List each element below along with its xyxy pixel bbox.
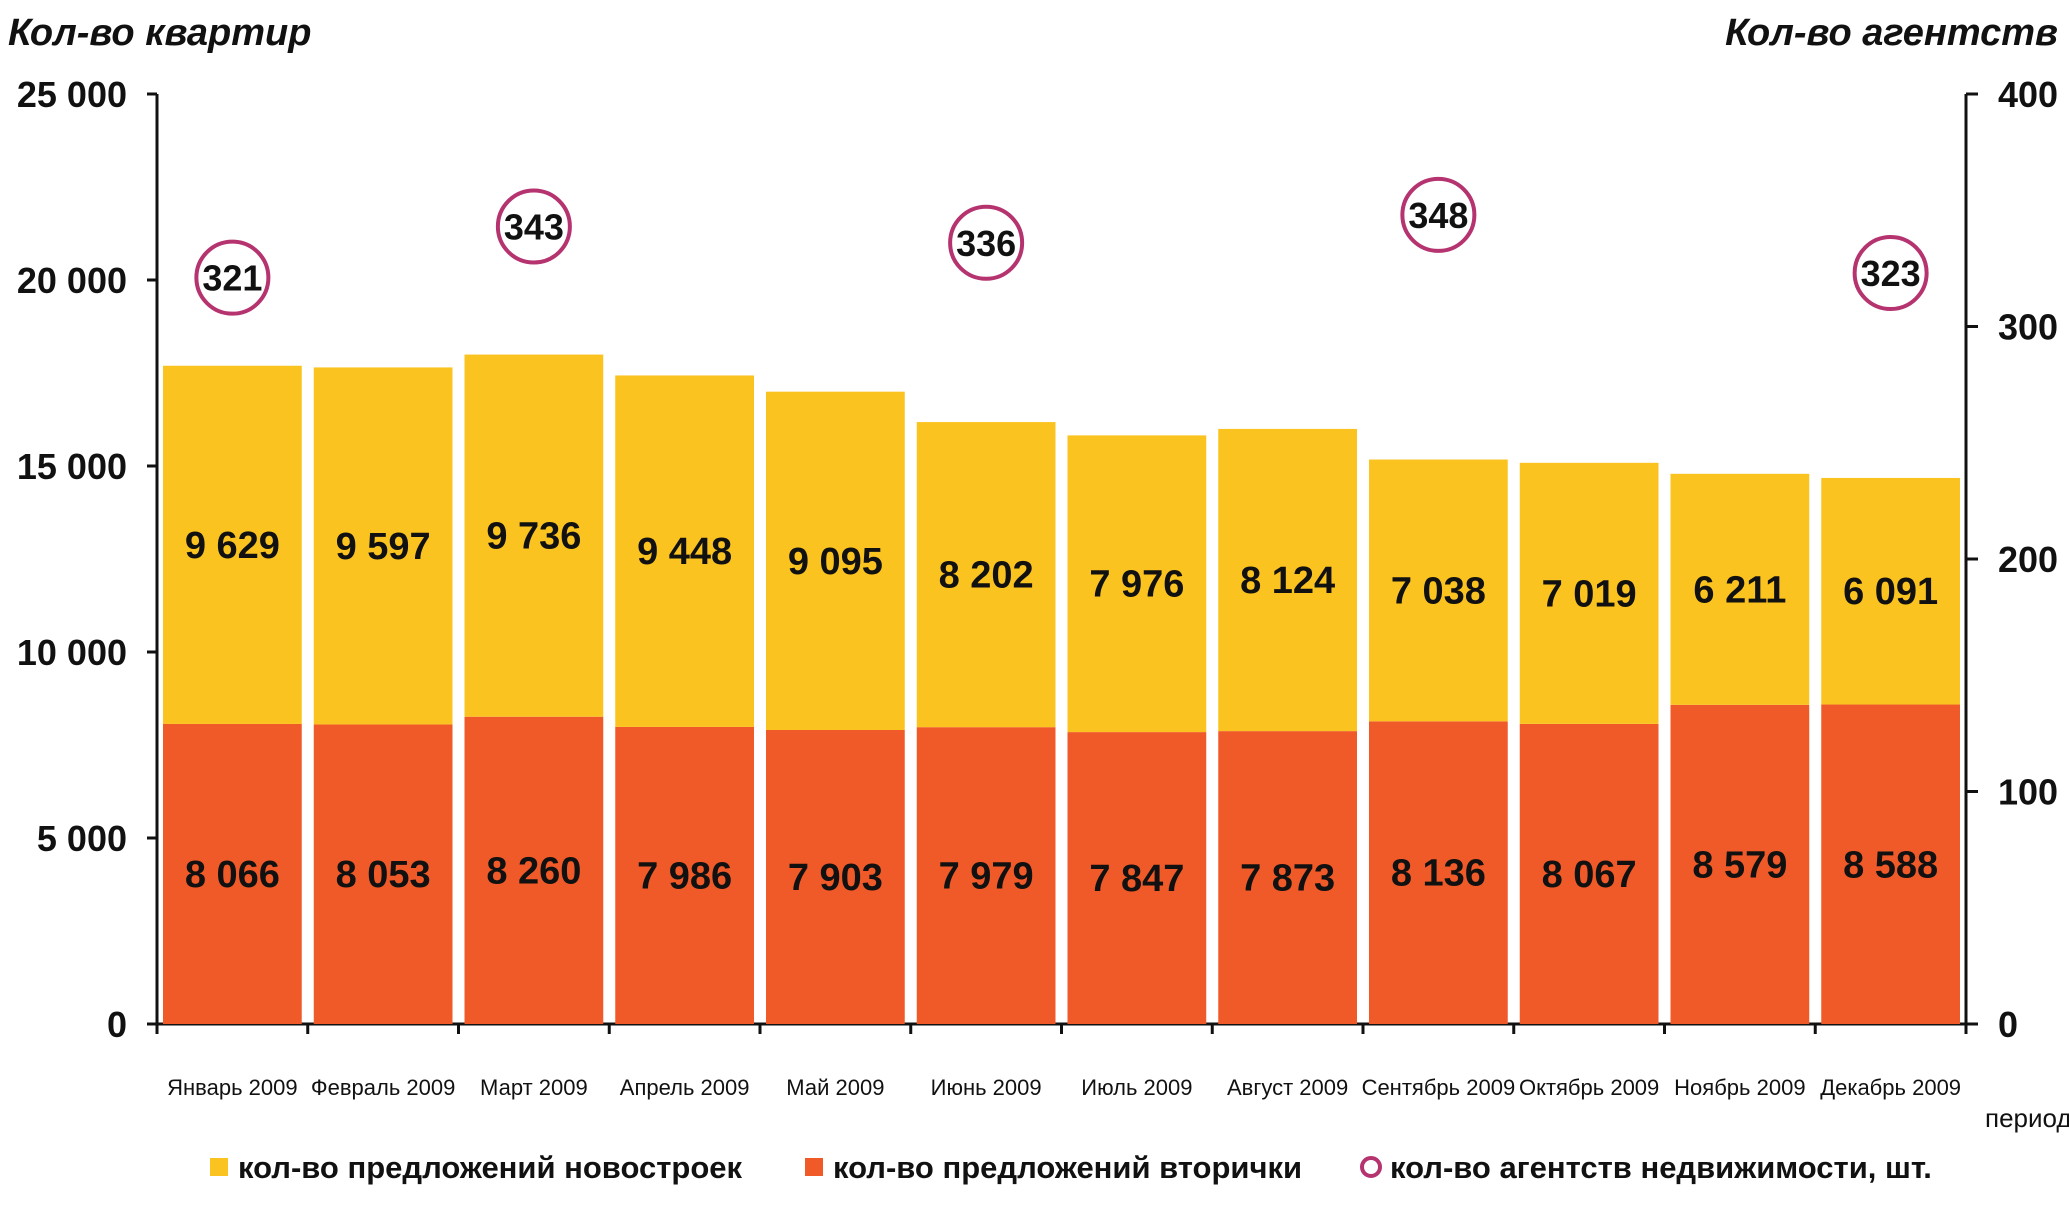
bar-secondary-11 (1821, 704, 1960, 1024)
bar-new-7 (1218, 428, 1357, 732)
label-new-11: 6 091 (1843, 571, 1938, 613)
bar-new-4 (766, 391, 905, 731)
category-label-8: Сентябрь 2009 (1362, 1075, 1516, 1100)
left-tick-label: 15 000 (17, 446, 127, 487)
label-secondary-10: 8 579 (1692, 844, 1787, 886)
bar-new-6 (1067, 435, 1207, 733)
label-secondary-7: 7 873 (1240, 858, 1335, 900)
label-secondary-9: 8 067 (1542, 854, 1637, 896)
bar-secondary-10 (1670, 704, 1810, 1024)
label-secondary-2: 8 260 (486, 850, 581, 892)
left-tick-label: 25 000 (17, 74, 127, 115)
bar-secondary-2 (464, 716, 604, 1024)
legend-swatch-2 (1360, 1156, 1382, 1178)
bar-secondary-9 (1519, 723, 1659, 1024)
agency-label-0: 321 (202, 258, 262, 299)
label-new-5: 8 202 (939, 555, 1034, 597)
bar-new-5 (916, 422, 1056, 728)
axes: 0 5 000 10 000 15 000 20 000 25 000 0 100 200 300… (17, 74, 2058, 1045)
right-axis-title: Кол-во агентств (1725, 12, 2058, 54)
agency-label-4: 323 (1861, 253, 1921, 294)
category-label-6: Июль 2009 (1081, 1075, 1192, 1100)
category-labels: Январь 2009 Февраль 2009 Март 2009 Апрель 2… (167, 1075, 1961, 1100)
agency-marker-1 (495, 188, 572, 265)
bar-new-3 (615, 375, 754, 727)
bar-new-10 (1670, 473, 1810, 705)
bars (163, 354, 1960, 1024)
agency-marker-2 (948, 204, 1025, 281)
bar-secondary-6 (1067, 732, 1207, 1024)
label-secondary-3: 7 986 (637, 855, 732, 897)
bar-secondary-8 (1369, 721, 1508, 1024)
category-label-3: Апрель 2009 (620, 1075, 750, 1100)
left-tick-label: 0 (107, 1004, 127, 1045)
legend-label-2: кол-во агентств недвижимости, шт. (1390, 1150, 1932, 1185)
legend-label-1: кол-во предложений вторички (833, 1150, 1302, 1185)
agency-markers: 321 343 336 348 323 (194, 176, 1929, 316)
category-label-9: Октябрь 2009 (1519, 1075, 1659, 1100)
label-new-8: 7 038 (1391, 570, 1486, 612)
agency-marker-4 (1852, 235, 1929, 312)
value-labels: 8 066 9 629 8 053 9 597 8 260 9 736 7 986 9 448… (185, 516, 1938, 900)
agency-marker-0 (194, 239, 271, 316)
label-secondary-8: 8 136 (1391, 853, 1486, 895)
label-secondary-6: 7 847 (1089, 858, 1184, 900)
label-secondary-11: 8 588 (1843, 844, 1938, 886)
agency-label-3: 348 (1408, 195, 1468, 236)
category-label-2: Март 2009 (480, 1075, 588, 1100)
bar-secondary-4 (766, 730, 905, 1024)
right-tick-label: 100 (1998, 772, 2058, 813)
label-secondary-4: 7 903 (788, 857, 883, 899)
right-tick-label: 200 (1998, 539, 2058, 580)
legend: кол-во предложений новостроек кол-во пред… (210, 1150, 1932, 1185)
bar-new-1 (313, 367, 453, 725)
label-new-2: 9 736 (486, 516, 581, 558)
bar-new-11 (1821, 477, 1960, 705)
bar-secondary-7 (1218, 731, 1357, 1024)
legend-swatch-1 (805, 1158, 823, 1176)
left-tick-label: 5 000 (37, 818, 127, 859)
label-new-0: 9 629 (185, 525, 280, 567)
agency-label-2: 336 (956, 223, 1016, 264)
agency-label-1: 343 (504, 207, 564, 248)
label-new-7: 8 124 (1240, 560, 1335, 602)
right-tick-label: 400 (1998, 74, 2058, 115)
category-label-4: Май 2009 (786, 1075, 884, 1100)
label-secondary-1: 8 053 (336, 854, 431, 896)
label-new-6: 7 976 (1089, 564, 1184, 606)
legend-label-0: кол-во предложений новостроек (238, 1150, 743, 1185)
label-secondary-5: 7 979 (939, 856, 1034, 898)
category-label-10: Ноябрь 2009 (1674, 1075, 1805, 1100)
label-secondary-0: 8 066 (185, 854, 280, 896)
bar-secondary-1 (313, 724, 453, 1024)
category-label-7: Август 2009 (1227, 1075, 1348, 1100)
right-tick-label: 300 (1998, 307, 2058, 348)
bar-secondary-0 (163, 723, 302, 1024)
label-new-9: 7 019 (1542, 573, 1637, 615)
left-tick-label: 10 000 (17, 632, 127, 673)
right-tick-label: 0 (1998, 1004, 2018, 1045)
bar-new-2 (464, 354, 604, 717)
x-axis-title: период (1985, 1103, 2069, 1133)
legend-swatch-0 (210, 1158, 228, 1176)
category-label-0: Январь 2009 (167, 1075, 297, 1100)
agency-marker-3 (1400, 176, 1477, 253)
label-new-4: 9 095 (788, 541, 883, 583)
bar-new-9 (1519, 462, 1659, 724)
bar-secondary-3 (615, 726, 754, 1024)
label-new-10: 6 211 (1693, 569, 1786, 611)
left-tick-label: 20 000 (17, 260, 127, 301)
bar-new-0 (163, 365, 302, 724)
left-axis-title: Кол-во квартир (8, 12, 311, 54)
bar-secondary-5 (916, 727, 1056, 1024)
bar-new-8 (1369, 459, 1508, 722)
category-label-5: Июнь 2009 (931, 1075, 1042, 1100)
label-new-3: 9 448 (637, 531, 732, 573)
category-label-1: Февраль 2009 (311, 1075, 455, 1100)
category-label-11: Декабрь 2009 (1820, 1075, 1961, 1100)
label-new-1: 9 597 (336, 526, 431, 568)
